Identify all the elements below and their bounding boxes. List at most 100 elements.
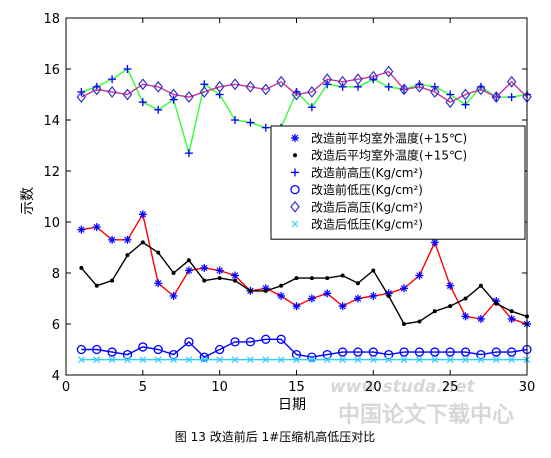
series-2-point-24 [432, 309, 437, 314]
series-5-point-23 [414, 80, 425, 93]
plot-area [76, 65, 532, 364]
series-4-point-23 [414, 347, 425, 357]
y-tick-label-2: 6 [52, 318, 60, 333]
series-1-point-18-d2 [339, 302, 346, 310]
series-3-point-8 [184, 149, 193, 158]
series-6-point-2 [93, 356, 101, 364]
series-2-point-5 [140, 240, 145, 245]
series-6-point-11-b [231, 356, 239, 364]
series-1-point-10-d2 [216, 267, 223, 274]
series-2-point-17 [325, 276, 330, 281]
series-4-point-6 [153, 344, 163, 355]
series-3-point-16 [307, 103, 316, 112]
series-6-point-16-b [308, 356, 316, 364]
series-5-point-19 [353, 73, 363, 86]
series-3-point-12 [246, 118, 255, 127]
series-6-point-19 [354, 356, 362, 364]
y-axis-title: 示数 [20, 187, 36, 215]
series-1-point-4 [123, 235, 132, 244]
series-6-point-1 [77, 356, 85, 364]
x-tick-label-7: 30 [519, 380, 536, 395]
series-6-point-14-b [277, 356, 285, 364]
legend-marker-4 [290, 184, 300, 195]
series-6-point-22 [400, 356, 408, 364]
series-6-point-27-b [477, 356, 485, 364]
x-tick-label-3: 10 [211, 380, 228, 395]
legend-marker-6-b [291, 220, 299, 228]
series-5-point-1 [76, 91, 87, 104]
legend-label-5: 改造后高压(Kg/cm²) [311, 199, 423, 214]
x-tick-label-1: 0 [62, 380, 70, 395]
legend-label-1: 改造前平均室外温度(+15℃) [311, 131, 467, 146]
series-5-point-20 [368, 70, 379, 83]
series-4-point-15 [291, 349, 302, 360]
series-1-point-7-d2 [170, 292, 177, 300]
series-6-point-12-b [246, 356, 254, 364]
series-4-point-4 [122, 349, 133, 360]
legend-marker-6 [291, 220, 299, 228]
series-line-2 [80, 241, 528, 325]
series-1-point-23-d2 [416, 272, 423, 279]
series-1-point-3-d2 [108, 236, 116, 244]
series-1-point-17 [323, 289, 332, 298]
watermark-site: 中国论文下载中心 [338, 402, 514, 428]
series-5-point-26 [460, 88, 471, 101]
series-2-point-3 [110, 278, 115, 283]
series-4-point-29 [506, 347, 517, 357]
series-6-point-10 [216, 356, 224, 364]
series-5-point-11 [230, 78, 240, 91]
series-6-point-20-b [369, 356, 377, 364]
x-tick-label-5: 20 [365, 380, 382, 395]
series-2-point-6 [156, 250, 161, 255]
series-5-point-25 [445, 96, 455, 109]
series-3-point-26 [461, 100, 470, 109]
series-5-point-27 [476, 83, 486, 96]
series-1-point-3 [108, 235, 117, 244]
series-5-point-2 [91, 83, 102, 96]
series-4-point-12 [245, 337, 256, 347]
series-2-point-29 [509, 309, 514, 314]
series-5-point-10 [214, 80, 225, 93]
series-3-point-21 [384, 82, 393, 91]
series-3-point-11 [231, 116, 240, 124]
series-6-point-7-b [170, 356, 177, 364]
series-1-point-16 [307, 294, 316, 303]
watermark: www.studa.net 中国论文下载中心 [330, 377, 514, 428]
series-1-point-27-d2 [477, 315, 485, 323]
series-2-point-18 [340, 273, 345, 278]
series-4-point-19 [353, 347, 363, 357]
series-4-point-7 [168, 349, 179, 360]
series-1-point-17-d2 [324, 290, 331, 297]
series-2-point-4 [125, 253, 130, 258]
series-4-point-2 [92, 344, 102, 355]
legend-marker-2 [293, 153, 297, 158]
series-2-point-22 [402, 322, 407, 326]
series-6-point-10-b [216, 356, 224, 364]
series-3-point-13 [261, 123, 270, 132]
series-6-point-3 [108, 356, 116, 364]
series-1-point-14-d2 [277, 292, 285, 300]
series-1-point-16-d2 [308, 295, 316, 302]
series-1-point-1 [77, 225, 86, 234]
series-2-point-16 [309, 276, 314, 281]
series-4-point-21 [384, 349, 394, 360]
legend-label-4: 改造前低压(Kg/cm²) [311, 182, 423, 197]
legend: 改造前平均室外温度(+15℃) 改造后平均室外温度(+15℃) 改造前高压(Kg/c… [270, 125, 526, 240]
series-4-point-3 [107, 347, 117, 357]
series-1-point-25-d2 [446, 282, 454, 289]
y-tick-label-4: 10 [43, 216, 60, 231]
series-5-point-22 [399, 83, 409, 96]
series-6-point-16 [308, 356, 316, 364]
series-3-point-5 [138, 98, 147, 107]
x-tick-label-6: 25 [442, 380, 459, 395]
series-2-point-14 [279, 283, 284, 288]
legend-marker-1 [291, 134, 299, 142]
series-5-point-9 [199, 85, 210, 98]
series-6-point-26 [462, 356, 469, 364]
series-6-point-13-b [262, 356, 270, 364]
legend-label-2: 改造后平均室外温度(+15℃) [311, 148, 467, 163]
series-6-point-24-b [431, 356, 439, 364]
legend-label-6: 改造后低压(Kg/cm²) [311, 218, 423, 232]
series-6-point-5-b [139, 356, 147, 364]
series-1-point-15-d2 [293, 302, 300, 310]
